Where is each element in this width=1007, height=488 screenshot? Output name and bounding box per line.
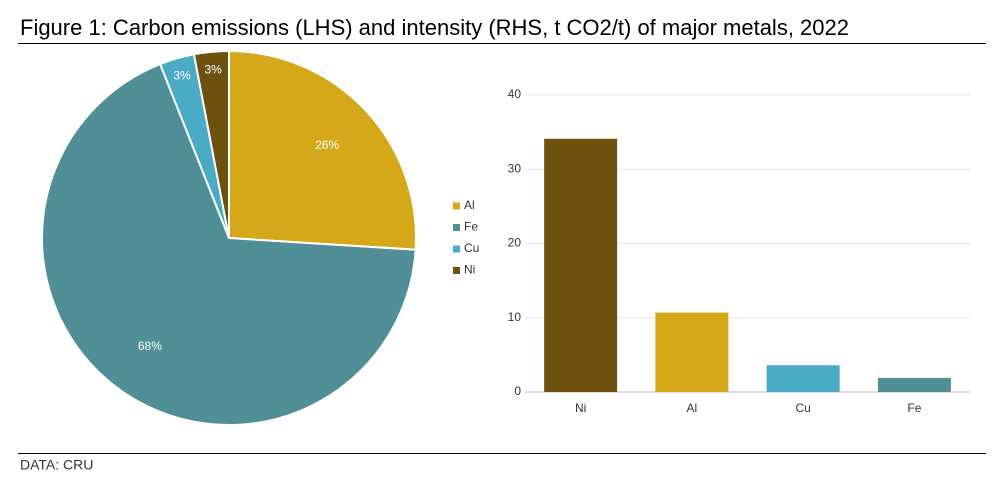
legend-swatch <box>453 267 460 274</box>
pie-slice <box>41 62 417 426</box>
legend-label: Fe <box>464 220 478 234</box>
legend-swatch <box>453 245 460 253</box>
bar <box>877 377 951 392</box>
legend-label: Cu <box>464 241 479 255</box>
bar <box>544 138 618 392</box>
pie-slice <box>192 49 230 239</box>
source: DATA: CRU <box>20 457 93 473</box>
figure-title: Figure 1: Carbon emissions (LHS) and int… <box>20 15 849 40</box>
x-tick-label: Fe <box>907 401 921 415</box>
legend-swatch <box>453 202 460 210</box>
slice-label: 68% <box>138 339 162 353</box>
slice-label: 3% <box>204 63 222 77</box>
slice-label: 3% <box>173 69 191 83</box>
legend-swatch <box>453 224 460 231</box>
x-tick-label: Ni <box>575 401 586 415</box>
legend-label: Al <box>464 198 475 212</box>
y-tick-label: 0 <box>514 384 521 398</box>
y-tick-label: 10 <box>508 310 522 324</box>
pie-slice <box>228 49 417 251</box>
slice-label: 26% <box>315 138 339 152</box>
y-tick-label: 40 <box>508 87 522 101</box>
x-tick-label: Cu <box>795 401 810 415</box>
bar <box>655 312 729 392</box>
bar <box>766 365 840 392</box>
x-tick-label: Al <box>687 401 698 415</box>
legend-label: Ni <box>464 263 475 277</box>
y-tick-label: 20 <box>508 236 522 250</box>
y-tick-label: 30 <box>508 161 522 175</box>
